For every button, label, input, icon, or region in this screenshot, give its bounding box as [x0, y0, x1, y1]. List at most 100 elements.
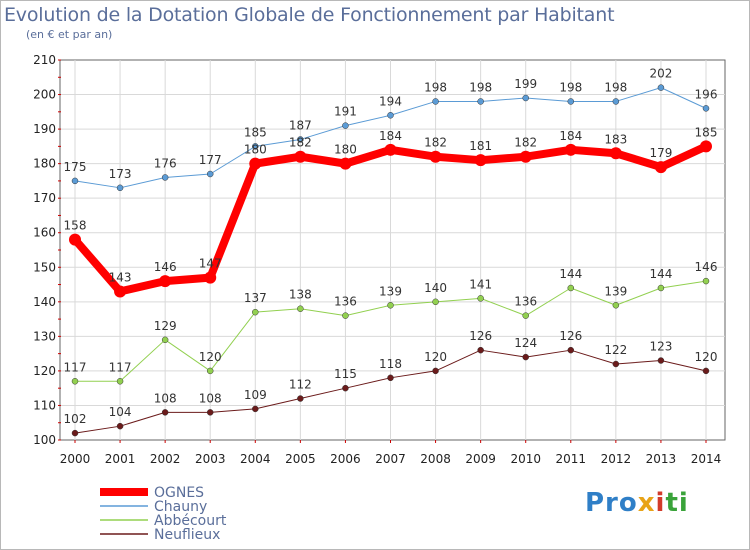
data-point-abb-court [522, 312, 529, 319]
data-label-ognes: 185 [695, 125, 718, 139]
y-tick-label: 180 [33, 157, 56, 171]
data-point-neuflieux [387, 374, 394, 382]
data-label-neuflieux: 120 [695, 350, 718, 364]
x-tick-label: 2004 [240, 452, 271, 466]
data-point-ognes [700, 140, 712, 153]
data-point-abb-court [387, 302, 394, 309]
data-label-chauny: 187 [289, 118, 312, 132]
data-label-ognes: 183 [604, 132, 627, 146]
data-point-neuflieux [252, 405, 259, 413]
data-point-chauny [432, 98, 439, 105]
x-tick-label: 2005 [285, 452, 316, 466]
data-point-neuflieux [567, 346, 575, 354]
data-label-ognes: 143 [109, 270, 132, 284]
x-tick-label: 2008 [420, 452, 451, 466]
data-point-chauny [657, 84, 665, 91]
data-label-ognes: 179 [649, 146, 672, 160]
data-label-ognes: 147 [199, 257, 222, 271]
chart-subtitle: (en € et par an) [26, 28, 113, 41]
data-point-ognes [474, 154, 487, 167]
data-point-neuflieux [297, 395, 304, 402]
data-label-neuflieux: 122 [604, 343, 627, 357]
data-label-neuflieux: 102 [64, 412, 87, 426]
data-point-abb-court [657, 284, 665, 292]
data-point-ognes [159, 275, 172, 288]
y-tick-label: 140 [33, 295, 56, 309]
data-point-chauny [612, 98, 620, 105]
x-tick-label: 2000 [60, 452, 91, 466]
data-label-abb-court: 146 [695, 260, 718, 274]
data-label-ognes: 158 [64, 219, 87, 233]
data-label-neuflieux: 112 [289, 378, 312, 392]
data-label-chauny: 185 [244, 125, 267, 139]
data-point-neuflieux [657, 357, 665, 364]
data-label-abb-court: 138 [289, 288, 312, 302]
data-label-ognes: 184 [559, 129, 582, 143]
data-label-ognes: 182 [289, 136, 312, 150]
data-label-neuflieux: 126 [469, 329, 492, 343]
data-point-abb-court [71, 378, 79, 385]
data-label-abb-court: 117 [109, 360, 132, 374]
data-point-ognes [294, 150, 307, 163]
x-tick-label: 2011 [556, 452, 587, 466]
data-point-chauny [387, 112, 394, 119]
data-point-ognes [564, 143, 577, 156]
data-label-chauny: 198 [604, 80, 627, 94]
data-point-abb-court [432, 298, 439, 306]
data-point-ognes [429, 150, 442, 163]
y-tick-label: 150 [33, 260, 56, 274]
data-point-chauny [342, 122, 349, 129]
data-point-neuflieux [71, 429, 79, 437]
data-label-ognes: 180 [334, 143, 357, 157]
data-point-chauny [297, 136, 304, 143]
data-point-chauny [702, 105, 710, 112]
y-tick-label: 190 [33, 122, 56, 136]
data-label-chauny: 177 [199, 153, 222, 167]
x-tick-label: 2002 [150, 452, 181, 466]
data-label-neuflieux: 120 [424, 350, 447, 364]
x-tick-label: 2012 [601, 452, 632, 466]
data-label-neuflieux: 115 [334, 367, 357, 381]
data-label-ognes: 180 [244, 143, 267, 157]
data-label-abb-court: 144 [559, 267, 582, 281]
data-label-abb-court: 120 [199, 350, 222, 364]
data-point-ognes [339, 157, 352, 170]
data-point-abb-court [567, 284, 575, 292]
data-label-neuflieux: 108 [154, 391, 177, 405]
data-point-ognes [69, 233, 81, 246]
data-point-neuflieux [116, 422, 124, 430]
data-point-ognes [204, 271, 217, 284]
data-label-chauny: 176 [154, 156, 177, 170]
data-point-chauny [252, 143, 259, 150]
data-point-ognes [609, 147, 622, 160]
data-label-abb-court: 129 [154, 319, 177, 333]
data-label-chauny: 199 [514, 77, 537, 91]
x-tick-label: 2009 [465, 452, 496, 466]
x-tick-label: 2001 [105, 452, 136, 466]
x-tick-label: 2010 [510, 452, 541, 466]
data-label-chauny: 198 [469, 80, 492, 94]
data-point-abb-court [161, 336, 169, 344]
data-label-abb-court: 137 [244, 291, 267, 305]
data-label-abb-court: 144 [649, 267, 672, 281]
data-point-ognes [654, 161, 667, 174]
y-tick-label: 170 [33, 191, 56, 205]
data-label-chauny: 173 [109, 167, 132, 181]
data-label-abb-court: 136 [334, 295, 357, 309]
data-label-chauny: 196 [695, 87, 718, 101]
data-label-neuflieux: 109 [244, 388, 267, 402]
data-label-neuflieux: 124 [514, 336, 537, 350]
data-label-chauny: 175 [64, 160, 87, 174]
data-label-ognes: 182 [514, 136, 537, 150]
y-tick-label: 110 [33, 398, 56, 412]
data-point-chauny [71, 177, 79, 185]
data-point-neuflieux [702, 367, 710, 375]
data-point-chauny [116, 184, 124, 192]
data-label-chauny: 198 [559, 80, 582, 94]
data-point-chauny [567, 98, 575, 105]
data-label-ognes: 184 [379, 129, 402, 143]
data-label-ognes: 146 [154, 260, 177, 274]
data-label-ognes: 181 [469, 139, 492, 153]
data-label-chauny: 198 [424, 80, 447, 94]
